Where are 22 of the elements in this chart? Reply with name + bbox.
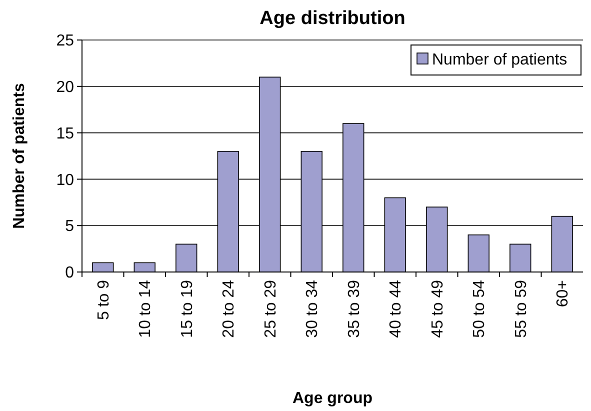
y-tick-label: 20 xyxy=(56,79,74,96)
y-tick-label: 10 xyxy=(56,172,74,189)
y-tick-label: 15 xyxy=(56,125,74,142)
x-tick-label: 60+ xyxy=(554,280,572,308)
x-tick-label: 15 to 19 xyxy=(178,280,196,338)
x-tick-label: 35 to 39 xyxy=(346,280,363,338)
y-axis-title: Number of patients xyxy=(11,83,28,229)
x-tick-label: 50 to 54 xyxy=(471,280,488,338)
chart-title: Age distribution xyxy=(260,8,406,29)
x-tick-label: 5 to 9 xyxy=(95,280,112,320)
x-tick-label: 30 to 34 xyxy=(304,280,322,338)
x-tick-label: 10 to 14 xyxy=(137,280,154,338)
legend-label: Number of patients xyxy=(432,52,568,69)
x-axis-title: Age group xyxy=(292,390,373,407)
x-tick-label: 55 to 59 xyxy=(512,280,530,338)
x-tick-label: 45 to 49 xyxy=(429,280,446,338)
y-tick-label: 25 xyxy=(56,32,74,50)
y-tick-label: 0 xyxy=(65,264,74,282)
x-tick-label: 25 to 29 xyxy=(262,280,280,338)
y-tick-label: 5 xyxy=(65,218,74,236)
x-tick-label: 40 to 44 xyxy=(388,280,405,338)
x-tick-label: 20 to 24 xyxy=(220,280,238,338)
